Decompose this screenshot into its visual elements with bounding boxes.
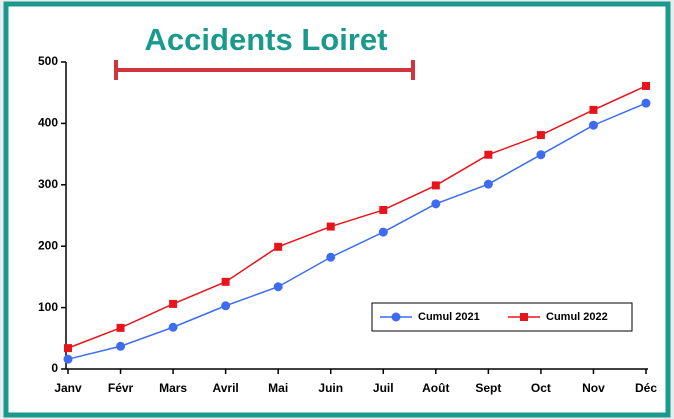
y-tick-label: 300 [38,177,58,191]
x-tick-label: Avril [213,381,239,395]
x-tick-label: Sept [475,381,501,395]
marker [589,105,598,114]
x-tick-label: Mai [268,381,288,395]
marker [63,354,73,364]
marker [484,150,493,159]
marker [431,199,441,209]
marker [391,312,401,322]
marker [116,341,126,351]
marker [483,179,493,189]
marker [642,81,650,90]
x-tick-label: Juin [318,381,343,395]
marker [274,242,283,251]
chart-title: Accidents Loiret [145,22,388,57]
marker [116,323,125,332]
x-tick-label: Janv [54,381,82,395]
x-tick-label: Mars [159,381,187,395]
series-line [67,85,647,349]
x-tick-label: Déc [635,381,657,395]
legend-label: Cumul 2021 [418,311,480,323]
x-tick-label: Juil [373,381,394,395]
marker [221,301,231,311]
x-tick-label: Août [422,381,449,395]
marker [221,277,230,286]
series-line [67,102,647,360]
x-tick-label: Févr [108,381,134,395]
marker [273,282,283,292]
y-tick-label: 0 [51,361,58,375]
marker [588,120,598,130]
title-underline [114,60,415,80]
marker [520,313,528,321]
x-tick-label: Oct [531,381,551,395]
marker [431,181,440,190]
marker [536,131,545,140]
frame [3,1,671,418]
y-tick-label: 500 [38,54,58,68]
marker [379,205,388,214]
legend-label: Cumul 2022 [546,311,608,323]
marker [168,322,178,332]
legend [371,302,633,332]
marker [169,299,178,308]
y-tick-label: 400 [38,116,58,130]
marker [326,252,336,262]
marker [641,98,651,108]
x-tick-label: Nov [582,381,605,395]
marker [64,344,72,353]
marker [378,227,388,237]
marker [326,222,335,231]
y-tick-label: 100 [38,300,58,314]
y-tick-label: 200 [38,238,58,252]
marker [536,150,546,160]
